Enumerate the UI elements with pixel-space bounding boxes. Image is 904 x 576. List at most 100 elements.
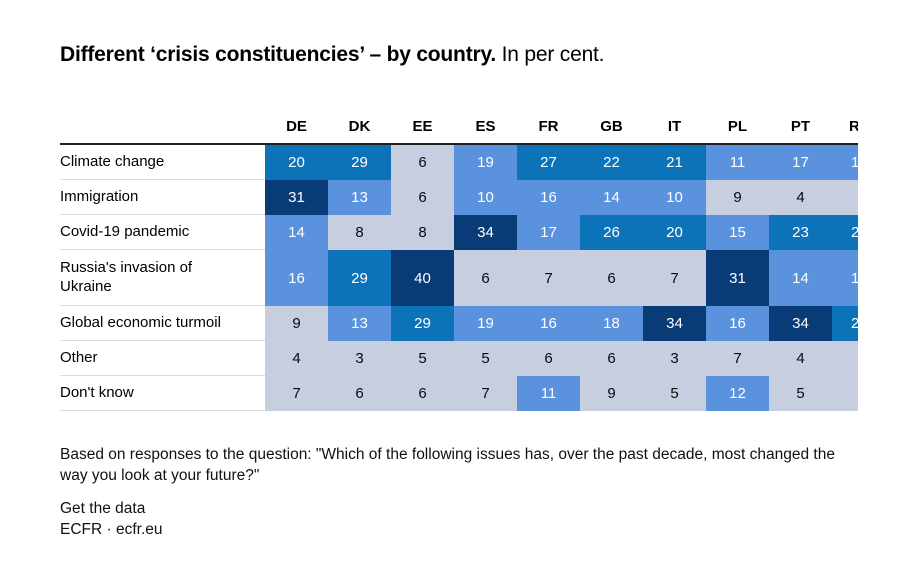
source-separator: · xyxy=(102,521,116,539)
row-label: Climate change xyxy=(60,145,265,181)
heatmap-cell: 6 xyxy=(391,376,454,412)
column-header-dk: DK xyxy=(348,118,371,136)
heatmap-cell: 13 xyxy=(328,180,391,216)
heatmap-cell: 6 xyxy=(391,145,454,181)
heatmap-cell: 29 xyxy=(328,250,391,307)
row-label: Russia's invasion of Ukraine xyxy=(60,250,265,307)
header-viewport: DE DK EE ES FR GB IT PL PT R xyxy=(265,118,858,143)
heatmap-cell-clipped: 2 xyxy=(832,215,858,251)
column-header-it: IT xyxy=(667,118,682,136)
heatmap-cell: 27 xyxy=(517,145,580,181)
source-link[interactable]: ecfr.eu xyxy=(115,521,163,539)
row-cells: 14 8 8 34 17 26 20 15 23 2 xyxy=(265,215,858,251)
heatmap-cell: 6 xyxy=(454,250,517,307)
heatmap-cell: 17 xyxy=(769,145,832,181)
heatmap-cell-clipped: 2 xyxy=(832,306,858,342)
heatmap-cell: 3 xyxy=(328,341,391,377)
row-cells-viewport: 7 6 6 7 11 9 5 12 5 xyxy=(265,376,858,412)
column-header-fr: FR xyxy=(538,118,559,136)
table-row: Other 4 3 5 5 6 6 3 7 4 xyxy=(60,341,858,377)
row-label: Covid-19 pandemic xyxy=(60,215,265,251)
heatmap-cell: 4 xyxy=(265,341,328,377)
heatmap-cell: 13 xyxy=(328,306,391,342)
heatmap-cell-clipped xyxy=(832,341,858,377)
heatmap-cell: 4 xyxy=(769,341,832,377)
heatmap-cell: 21 xyxy=(643,145,706,181)
row-label: Immigration xyxy=(60,180,265,216)
column-header-clipped: R xyxy=(849,118,858,136)
column-header-de: DE xyxy=(286,118,307,136)
heatmap-cell: 22 xyxy=(580,145,643,181)
chart-container: Different ‘crisis constituencies’ – by c… xyxy=(60,43,858,539)
row-cells-viewport: 9 13 29 19 16 18 34 16 34 2 xyxy=(265,306,858,342)
header-cells: DE DK EE ES FR GB IT PL PT R xyxy=(265,118,858,143)
heatmap-cell: 6 xyxy=(580,250,643,307)
heatmap-cell: 11 xyxy=(517,376,580,412)
row-cells: 9 13 29 19 16 18 34 16 34 2 xyxy=(265,306,858,342)
heatmap-cell: 19 xyxy=(454,145,517,181)
chart-title-bold: Different ‘crisis constituencies’ – by c… xyxy=(60,43,497,66)
heatmap-cell: 26 xyxy=(580,215,643,251)
row-cells: 16 29 40 6 7 6 7 31 14 1 xyxy=(265,250,858,307)
heatmap-cell: 6 xyxy=(580,341,643,377)
heatmap-cell: 9 xyxy=(706,180,769,216)
row-cells: 7 6 6 7 11 9 5 12 5 xyxy=(265,376,858,412)
heatmap-cell: 8 xyxy=(328,215,391,251)
heatmap-cell: 6 xyxy=(328,376,391,412)
column-header-pl: PL xyxy=(727,118,748,136)
heatmap-cell: 16 xyxy=(517,306,580,342)
chart-footer: Based on responses to the question: "Whi… xyxy=(60,445,858,539)
methodology-note: Based on responses to the question: "Whi… xyxy=(60,446,835,485)
column-header-es: ES xyxy=(475,118,496,136)
heatmap-cell: 19 xyxy=(454,306,517,342)
heatmap-cell: 16 xyxy=(706,306,769,342)
heatmap-cell-clipped xyxy=(832,180,858,216)
heatmap-cell-clipped xyxy=(832,376,858,412)
heatmap-cell: 29 xyxy=(328,145,391,181)
heatmap-cell: 14 xyxy=(580,180,643,216)
heatmap-cell: 6 xyxy=(517,341,580,377)
heatmap-cell: 9 xyxy=(580,376,643,412)
heatmap-cell: 23 xyxy=(769,215,832,251)
column-header-pt: PT xyxy=(790,118,811,136)
heatmap-cell: 16 xyxy=(265,250,328,307)
heatmap-cell: 7 xyxy=(517,250,580,307)
heatmap-cell: 5 xyxy=(643,376,706,412)
heatmap-cell: 31 xyxy=(706,250,769,307)
heatmap-cell: 17 xyxy=(517,215,580,251)
column-header-row: DE DK EE ES FR GB IT PL PT R xyxy=(60,87,858,143)
table-row: Russia's invasion of Ukraine 16 29 40 6 7 6 7 31… xyxy=(60,250,858,307)
table-row: Global economic turmoil 9 13 29 19 16 18 34 16 34… xyxy=(60,306,858,342)
heatmap-cell: 40 xyxy=(391,250,454,307)
heatmap-cell-clipped: 1 xyxy=(832,250,858,307)
table-row: Don't know 7 6 6 7 11 9 5 12 5 xyxy=(60,376,858,412)
heatmap-cell: 6 xyxy=(391,180,454,216)
heatmap-table: DE DK EE ES FR GB IT PL PT R Climate change 20 29 6 1… xyxy=(60,87,858,412)
heatmap-cell: 5 xyxy=(454,341,517,377)
heatmap-cell: 5 xyxy=(769,376,832,412)
heatmap-cell: 7 xyxy=(265,376,328,412)
heatmap-cell: 7 xyxy=(454,376,517,412)
table-row: Immigration 31 13 6 10 16 14 10 9 4 xyxy=(60,180,858,216)
row-cells-viewport: 16 29 40 6 7 6 7 31 14 1 xyxy=(265,250,858,307)
heatmap-cell: 18 xyxy=(580,306,643,342)
column-header-ee: EE xyxy=(412,118,433,136)
heatmap-cell: 14 xyxy=(769,250,832,307)
heatmap-cell: 29 xyxy=(391,306,454,342)
heatmap-grid: Climate change 20 29 6 19 27 22 21 11 17 1 Immigrat… xyxy=(60,143,858,412)
heatmap-cell: 20 xyxy=(265,145,328,181)
heatmap-cell-clipped: 1 xyxy=(832,145,858,181)
row-cells-viewport: 14 8 8 34 17 26 20 15 23 2 xyxy=(265,215,858,251)
heatmap-cell: 10 xyxy=(643,180,706,216)
row-cells: 20 29 6 19 27 22 21 11 17 1 xyxy=(265,145,858,181)
row-cells-viewport: 31 13 6 10 16 14 10 9 4 xyxy=(265,180,858,216)
get-the-data-link[interactable]: Get the data xyxy=(60,500,146,518)
source-org: ECFR xyxy=(60,521,103,539)
heatmap-cell: 11 xyxy=(706,145,769,181)
row-cells: 31 13 6 10 16 14 10 9 4 xyxy=(265,180,858,216)
source-line: ECFR · ecfr.eu xyxy=(60,521,858,539)
row-label: Global economic turmoil xyxy=(60,306,265,342)
heatmap-cell: 5 xyxy=(391,341,454,377)
